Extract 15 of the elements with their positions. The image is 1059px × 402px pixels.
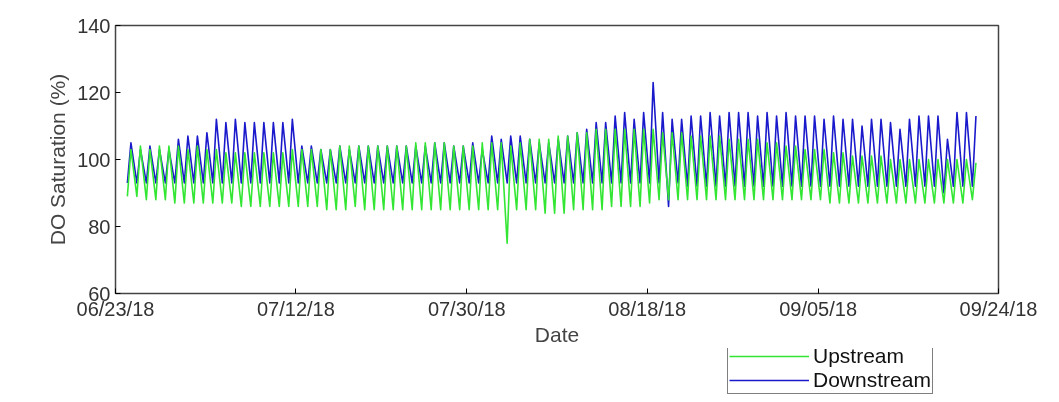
x-tick-label: 07/30/18: [427, 297, 506, 320]
x-tick-label: 08/18/18: [608, 297, 687, 320]
x-tick-label: 09/24/18: [959, 297, 1038, 320]
x-axis-title: Date: [534, 322, 580, 346]
x-tick-label: 09/05/18: [779, 297, 858, 320]
y-tick-label: 120: [77, 81, 111, 104]
y-tick-label: 80: [88, 215, 111, 238]
y-axis-title: DO Saturation (%): [46, 73, 70, 246]
y-tick-label: 100: [77, 148, 111, 171]
y-tick-label: 140: [77, 14, 111, 37]
x-tick-label: 07/12/18: [256, 297, 335, 320]
legend-label: Downstream: [813, 368, 931, 392]
line-series: [126, 128, 977, 245]
legend-label: Upstream: [813, 347, 905, 368]
line-series: [126, 81, 977, 208]
